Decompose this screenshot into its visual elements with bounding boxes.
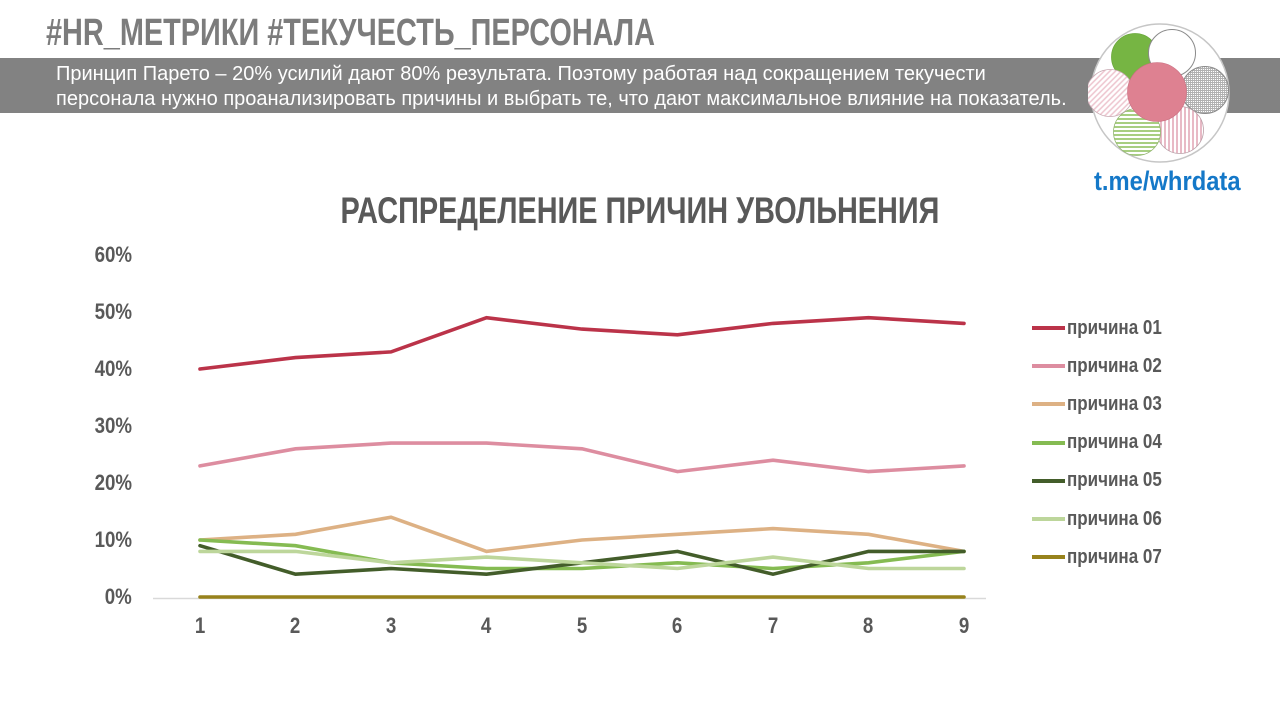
legend-item: причина 07 (1032, 542, 1179, 572)
y-tick-label: 60% (40, 242, 132, 268)
legend-label: причина 03 (1067, 392, 1162, 415)
banner-text: Принцип Парето – 20% усилий дают 80% рез… (56, 62, 1067, 112)
x-tick-label: 3 (371, 613, 411, 639)
x-tick-label: 7 (753, 613, 793, 639)
x-tick-label: 6 (658, 613, 698, 639)
legend-label: причина 05 (1067, 469, 1162, 492)
y-tick-text: 50% (94, 299, 132, 324)
x-tick-text: 3 (385, 613, 397, 638)
series-line-5 (198, 543, 966, 577)
x-tick-text: 1 (194, 613, 206, 638)
banner-line-1: Принцип Парето – 20% усилий дают 80% рез… (56, 63, 986, 85)
legend-item: причина 01 (1032, 313, 1179, 343)
legend-item: причина 06 (1032, 504, 1179, 534)
legend-item: причина 03 (1032, 389, 1179, 419)
series-line-4 (198, 538, 966, 571)
series-line-2 (198, 441, 966, 474)
legend-swatch (1032, 326, 1065, 330)
y-tick-label: 20% (40, 470, 132, 496)
x-tick-label: 5 (562, 613, 602, 639)
y-tick-text: 60% (94, 242, 132, 267)
legend-swatch (1032, 440, 1065, 445)
legend-item: причина 05 (1032, 466, 1179, 496)
logo-petal-crosshatch (1181, 66, 1229, 114)
legend-swatch (1032, 364, 1065, 369)
chart-title-text: РАСПРЕДЕЛЕНИЕ ПРИЧИН УВОЛЬНЕНИЯ (340, 190, 940, 231)
telegram-link[interactable]: t.me/whrdata (1094, 166, 1261, 197)
x-tick-label: 9 (944, 613, 984, 639)
y-tick-label: 40% (40, 356, 132, 382)
subtitle-banner: Принцип Парето – 20% усилий дают 80% рез… (0, 58, 1280, 113)
page-title-text: #HR_МЕТРИКИ #ТЕКУЧЕСТЬ_ПЕРСОНАЛА (46, 12, 656, 54)
x-tick-label: 2 (276, 613, 316, 639)
y-tick-text: 30% (94, 413, 132, 438)
x-tick-text: 6 (672, 613, 683, 638)
y-tick-text: 10% (94, 527, 132, 552)
page-title: #HR_МЕТРИКИ #ТЕКУЧЕСТЬ_ПЕРСОНАЛА (46, 12, 847, 58)
legend-swatch (1032, 478, 1065, 483)
series-line-3 (198, 515, 966, 554)
legend-item: причина 04 (1032, 428, 1179, 458)
y-tick-label: 0% (40, 584, 132, 610)
x-tick-text: 2 (290, 613, 301, 638)
logo-petal-pink-hatch (1088, 69, 1134, 117)
legend-swatch (1032, 555, 1065, 560)
legend-label: причина 02 (1067, 354, 1162, 377)
y-tick-text: 0% (104, 584, 132, 609)
x-tick-text: 8 (863, 613, 874, 638)
x-tick-text: 4 (481, 613, 492, 638)
legend-label: причина 04 (1067, 431, 1162, 454)
series-line-6 (198, 549, 966, 571)
legend-label: причина 06 (1067, 507, 1162, 530)
x-tick-label: 4 (467, 613, 507, 639)
x-tick-label: 1 (180, 613, 220, 639)
legend-swatch (1032, 517, 1065, 521)
series-line-1 (198, 315, 966, 371)
telegram-link-text: t.me/whrdata (1094, 166, 1241, 196)
y-tick-label: 50% (40, 299, 132, 325)
chart-title: РАСПРЕДЕЛЕНИЕ ПРИЧИН УВОЛЬНЕНИЯ (0, 190, 1280, 232)
y-tick-label: 10% (40, 527, 132, 553)
x-tick-text: 7 (767, 613, 779, 638)
flower-logo-icon (1088, 23, 1230, 163)
banner-line-2: персонала нужно проанализировать причины… (56, 88, 1067, 110)
x-tick-label: 8 (849, 613, 889, 639)
logo-center-circle (1127, 62, 1187, 122)
legend-label: причина 01 (1067, 316, 1162, 339)
y-tick-text: 20% (94, 470, 132, 495)
x-tick-text: 5 (576, 613, 588, 638)
legend-swatch (1032, 402, 1065, 407)
legend-label: причина 07 (1067, 545, 1162, 568)
y-tick-text: 40% (94, 356, 132, 381)
legend-item: причина 02 (1032, 351, 1179, 381)
x-tick-text: 9 (958, 613, 970, 638)
y-tick-label: 30% (40, 413, 132, 439)
